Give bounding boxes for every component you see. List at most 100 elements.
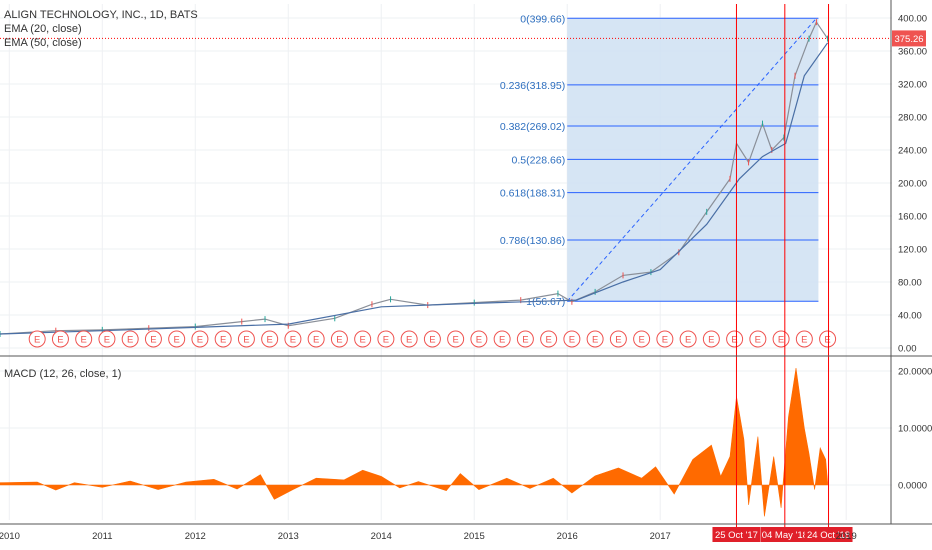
earnings-marker-label: E <box>615 335 621 346</box>
earnings-marker-label: E <box>127 335 133 346</box>
earnings-marker <box>726 330 744 348</box>
earnings-marker-label: E <box>174 335 180 346</box>
earnings-marker-label: E <box>266 335 272 346</box>
fib-level-label: 0.786(130.86) <box>500 235 565 247</box>
earnings-marker-label: E <box>476 335 482 346</box>
fib-level-label: 0(399.66) <box>520 13 565 25</box>
earnings-marker <box>447 330 465 348</box>
earnings-marker <box>702 330 720 348</box>
earnings-marker <box>98 330 116 348</box>
legend: ALIGN TECHNOLOGY, INC., 1D, BATS EMA (20… <box>4 8 198 50</box>
price-tick-label: 200.00 <box>898 179 927 190</box>
earnings-marker <box>563 330 581 348</box>
earnings-marker <box>354 330 372 348</box>
earnings-marker-label: E <box>755 335 761 346</box>
earnings-marker-label: E <box>708 335 714 346</box>
time-tick-label: 2017 <box>650 531 671 542</box>
macd-legend-label[interactable]: MACD (12, 26, close, 1) <box>4 368 122 380</box>
ema50-legend-label[interactable]: EMA (50, close) <box>4 37 82 49</box>
earnings-marker <box>377 330 395 348</box>
price-tick-label: 0.00 <box>898 344 917 355</box>
earnings-marker <box>516 330 534 348</box>
time-tick-label: 2014 <box>371 531 392 542</box>
earnings-marker <box>656 330 674 348</box>
earnings-marker <box>284 330 302 348</box>
earnings-marker-label: E <box>359 335 365 346</box>
date-tag <box>760 527 809 542</box>
earnings-marker-label: E <box>638 335 644 346</box>
earnings-marker-label: E <box>499 335 505 346</box>
earnings-marker-label: E <box>383 335 389 346</box>
earnings-marker <box>749 330 767 348</box>
earnings-marker-label: E <box>452 335 458 346</box>
time-tick-label: 2012 <box>185 531 206 542</box>
earnings-marker <box>75 330 93 348</box>
earnings-marker <box>470 330 488 348</box>
time-tick-label: 2011 <box>92 531 112 542</box>
price-tick-label: 320.00 <box>898 80 927 91</box>
earnings-marker-label: E <box>662 335 668 346</box>
earnings-marker <box>795 330 813 348</box>
time-tick-label: 2016 <box>557 531 578 542</box>
price-series <box>0 19 890 337</box>
price-tick-label: 360.00 <box>898 47 927 58</box>
ema-line <box>0 42 829 335</box>
earnings-marker-label: E <box>313 335 319 346</box>
earnings-marker <box>144 330 162 348</box>
price-tick-label: 400.00 <box>898 14 927 25</box>
price-tick-label: 40.00 <box>898 311 922 322</box>
date-tag-label: 24 Oct '18 <box>807 530 850 541</box>
earnings-marker-label: E <box>243 335 249 346</box>
ema20-legend-label[interactable]: EMA (20, close) <box>4 23 82 35</box>
earnings-marker-label: E <box>336 335 342 346</box>
earnings-marker-label: E <box>522 335 528 346</box>
price-tick-label: 280.00 <box>898 113 927 124</box>
earnings-marker <box>586 330 604 348</box>
earnings-marker <box>330 330 348 348</box>
earnings-marker <box>51 330 69 348</box>
chart-title[interactable]: ALIGN TECHNOLOGY, INC., 1D, BATS <box>4 9 198 21</box>
earnings-marker-label: E <box>545 335 551 346</box>
macd-tick-label: 20.0000 <box>898 367 932 378</box>
earnings-marker-label: E <box>778 335 784 346</box>
earnings-marker-label: E <box>81 335 87 346</box>
earnings-marker-label: E <box>731 335 737 346</box>
earnings-marker-label: E <box>290 335 296 346</box>
price-tick-label: 120.00 <box>898 245 927 256</box>
price-tick-label: 240.00 <box>898 146 927 157</box>
earnings-marker <box>261 330 279 348</box>
earnings-marker-label: E <box>197 335 203 346</box>
last-price-tag <box>892 30 926 47</box>
earnings-marker <box>400 330 418 348</box>
vertical-markers: 25 Oct '17 04 May '18 24 Oct '18 <box>712 4 853 542</box>
earnings-marker <box>633 330 651 348</box>
earnings-marker-label: E <box>801 335 807 346</box>
earnings-marker <box>214 330 232 348</box>
earnings-marker-label: E <box>592 335 598 346</box>
fib-level-label: 0.618(188.31) <box>500 188 565 200</box>
macd-tick-label: 10.0000 <box>898 424 932 435</box>
date-tag <box>804 527 853 542</box>
last-price-value: 375.26 <box>894 34 923 45</box>
time-tick-label: 2019 <box>836 531 857 542</box>
earnings-marker-label: E <box>220 335 226 346</box>
earnings-marker <box>191 330 209 348</box>
earnings-marker <box>307 330 325 348</box>
time-tick-label: 2013 <box>278 531 299 542</box>
earnings-marker <box>121 330 139 348</box>
earnings-marker <box>423 330 441 348</box>
earnings-marker-label: E <box>34 335 40 346</box>
earnings-marker-label: E <box>150 335 156 346</box>
earnings-marker <box>609 330 627 348</box>
earnings-marker <box>28 330 46 348</box>
earnings-marker <box>168 330 186 348</box>
fibonacci-retracement[interactable]: 0(399.66) 0.236(318.95) 0.382(269.02) 0.5(2… <box>500 13 819 308</box>
date-tag <box>712 527 761 542</box>
macd-tick-label: 0.0000 <box>898 481 927 492</box>
earnings-marker <box>493 330 511 348</box>
fib-level-label: 0.236(318.95) <box>500 80 565 92</box>
